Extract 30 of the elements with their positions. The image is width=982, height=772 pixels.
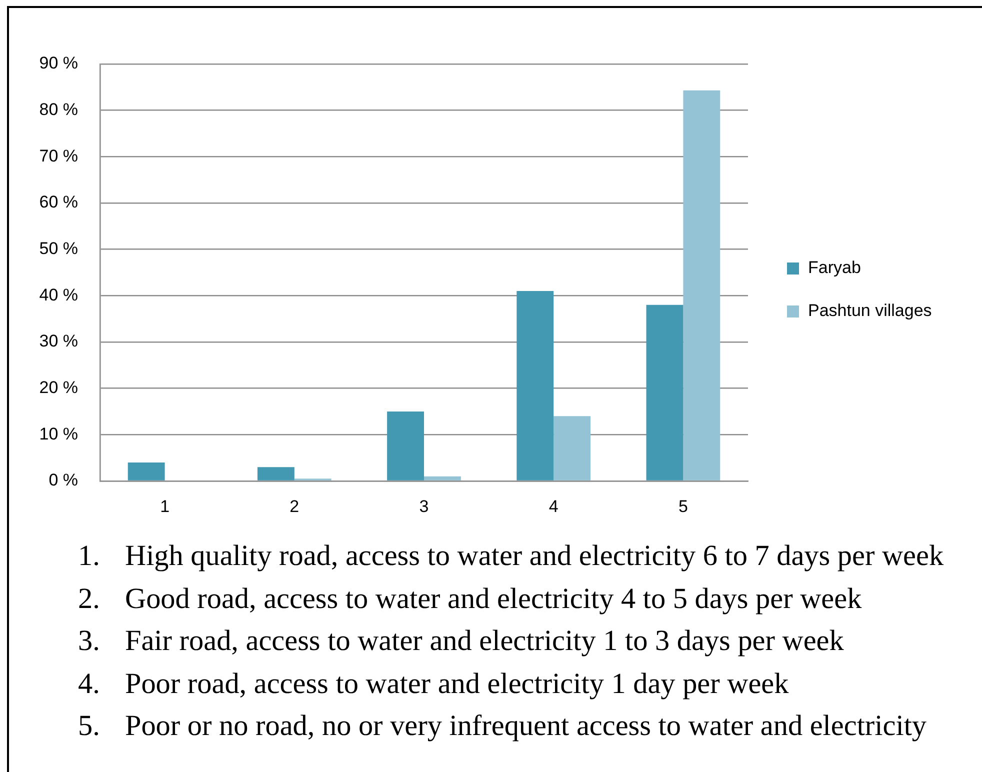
- text: 2. Good road, access to water and electricity 4 to 5 days per week: [78, 582, 862, 616]
- y-tick-label: 50 %: [39, 239, 78, 258]
- y-tick-label: 70 %: [39, 146, 78, 166]
- bar: [387, 412, 424, 480]
- bar: [424, 476, 461, 480]
- y-tick-label: 0 %: [48, 470, 78, 490]
- text: 4. Poor road, access to water and electricity 1 day per week: [78, 666, 789, 702]
- y-tick-label: 10 %: [39, 424, 78, 444]
- text: 3. Fair road, access to water and electricity 1 to 3 days per week: [78, 624, 844, 659]
- x-tick-label: 2: [290, 496, 300, 516]
- y-tick-label: 80 %: [39, 100, 78, 120]
- y-tick-label: 40 %: [39, 285, 78, 304]
- x-tick-label: 3: [419, 496, 429, 516]
- bar: [646, 304, 684, 480]
- bar: [128, 462, 165, 480]
- bar: [516, 291, 554, 480]
- y-tick-label: 30 %: [39, 332, 78, 351]
- bar: [683, 90, 720, 480]
- x-tick-label: 1: [160, 496, 170, 516]
- y-tick-label: 20 %: [39, 378, 78, 398]
- text: 5. Poor or no road, no or very infrequent access to water and electricity: [78, 709, 927, 744]
- x-tick-label: 4: [548, 496, 558, 516]
- text: 1. High quality road, access to water and electricity 6 to 7 days per week: [78, 539, 944, 574]
- y-tick-label: 90 %: [39, 54, 78, 73]
- y-tick-label: 60 %: [39, 192, 78, 212]
- legend-label: Faryab: [808, 258, 861, 278]
- x-tick-label: 5: [678, 496, 688, 516]
- legend-label: Pashtun villages: [808, 301, 932, 320]
- bar: [554, 416, 591, 480]
- bar: [257, 467, 294, 480]
